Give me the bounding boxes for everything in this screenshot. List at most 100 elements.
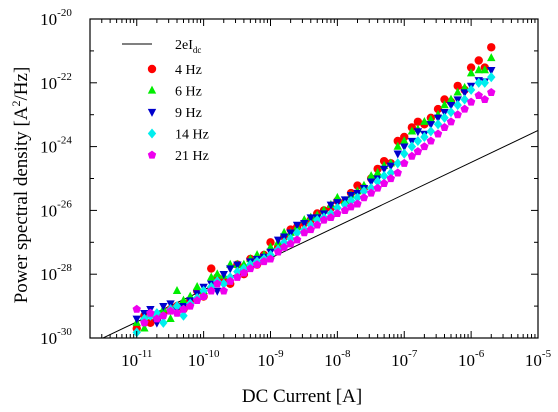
data-point <box>140 323 149 332</box>
data-point <box>219 286 228 295</box>
data-point <box>466 68 476 77</box>
data-point <box>306 214 315 223</box>
legend-marker <box>147 108 157 117</box>
data-point <box>207 264 216 273</box>
data-point <box>366 171 376 180</box>
legend-label: 6 Hz <box>175 85 202 100</box>
y-axis-label-superscript: 2 <box>9 100 23 106</box>
y-axis-label-end: /Hz] <box>11 67 32 101</box>
data-point <box>440 100 449 109</box>
plot-content <box>101 43 538 338</box>
legend-marker <box>147 85 157 94</box>
data-point <box>460 82 469 91</box>
data-point <box>286 239 295 248</box>
data-point <box>353 192 362 203</box>
data-point <box>266 242 275 251</box>
data-point <box>386 174 396 183</box>
data-point <box>326 213 336 222</box>
data-point <box>433 114 443 123</box>
data-point <box>172 286 182 295</box>
data-point <box>226 265 235 274</box>
series-21-hz <box>132 87 496 327</box>
data-point <box>446 117 456 126</box>
legend-marker <box>147 64 157 74</box>
data-point <box>474 77 483 88</box>
x-tick-label: 10-10 <box>188 348 220 370</box>
data-point <box>487 87 496 96</box>
data-point <box>446 101 456 110</box>
data-point <box>346 195 356 206</box>
data-point <box>460 94 469 105</box>
data-point <box>199 285 208 296</box>
data-point <box>474 91 483 100</box>
data-point <box>433 104 443 114</box>
data-point <box>420 131 429 143</box>
data-point <box>213 269 222 278</box>
x-tick-label: 10-7 <box>391 348 418 370</box>
data-point <box>453 100 462 111</box>
x-tick-label: 10-6 <box>458 348 485 370</box>
data-point <box>319 215 329 224</box>
data-point <box>433 119 443 130</box>
y-tick-label: 10-28 <box>40 262 72 284</box>
data-point <box>259 257 269 266</box>
data-point <box>146 308 155 317</box>
y-tick-label: 10-24 <box>40 135 72 157</box>
data-point <box>393 168 402 177</box>
data-point <box>400 158 409 167</box>
data-point <box>152 308 162 319</box>
data-point <box>159 302 168 311</box>
x-tick-label: 10-11 <box>121 348 152 370</box>
data-point <box>426 121 436 130</box>
data-point <box>379 165 389 174</box>
data-point <box>192 282 202 291</box>
data-point <box>407 141 417 152</box>
data-point <box>266 254 275 263</box>
data-point <box>219 278 228 289</box>
data-point <box>433 129 443 138</box>
data-point <box>340 205 350 214</box>
legend-label: 14 Hz <box>175 128 209 143</box>
data-point <box>446 107 456 118</box>
legend-label-reference: 2eIdc <box>175 38 201 55</box>
data-point <box>273 236 283 245</box>
data-point <box>292 235 302 244</box>
x-tick-label: 10-9 <box>257 348 284 370</box>
data-point <box>446 94 456 103</box>
data-point <box>474 65 483 74</box>
legend-marker <box>147 128 157 139</box>
y-axis-label: Power spectral density [A2/Hz] <box>9 67 32 304</box>
legend: 2eIdc 4 Hz 6 Hz 9 Hz 14 Hz 21 Hz <box>122 38 209 164</box>
data-point <box>207 272 216 281</box>
data-point <box>292 221 302 230</box>
data-point <box>326 201 336 210</box>
data-point <box>480 77 489 88</box>
data-point <box>420 116 429 125</box>
data-point <box>273 247 283 256</box>
data-point <box>400 148 409 159</box>
data-point <box>159 317 168 328</box>
data-point <box>400 136 409 145</box>
data-point <box>407 151 417 160</box>
data-point <box>426 136 436 145</box>
data-point <box>466 97 476 106</box>
data-point <box>286 229 295 238</box>
data-point <box>453 87 462 96</box>
y-tick-label: 10-20 <box>40 7 72 29</box>
data-point <box>413 128 423 137</box>
x-tick-label: 10-5 <box>525 348 552 370</box>
y-tick-label: 10-22 <box>40 71 72 93</box>
data-point <box>199 292 208 301</box>
data-point <box>233 261 242 270</box>
data-point <box>386 167 396 178</box>
data-point <box>179 304 188 313</box>
data-point <box>453 110 462 119</box>
data-point <box>359 193 369 202</box>
data-point <box>159 311 168 320</box>
data-point <box>487 43 496 52</box>
data-point <box>453 81 462 91</box>
data-point <box>152 314 162 323</box>
y-tick-label: 10-26 <box>40 198 72 220</box>
data-point <box>207 286 216 295</box>
